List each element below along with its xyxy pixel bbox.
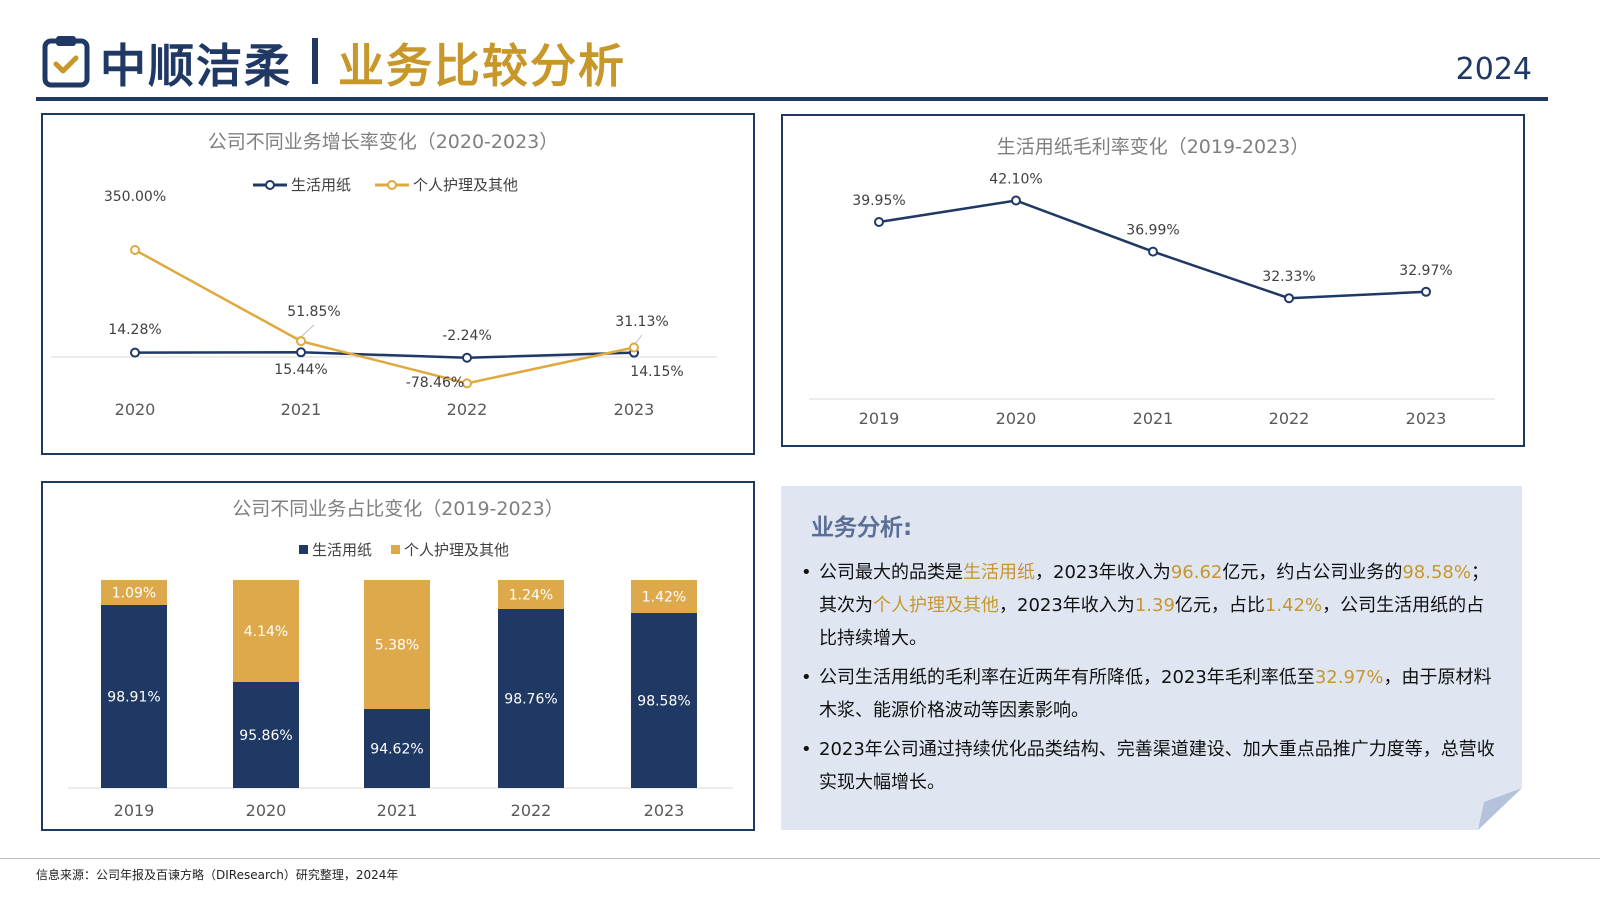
data-label: 51.85% (287, 304, 340, 320)
x-tick-label: 2020 (246, 801, 287, 820)
header-rule (36, 97, 1548, 101)
bar-label: 4.14% (244, 624, 288, 640)
x-tick-label: 2023 (614, 400, 655, 419)
legend-item-personal-care-marker (387, 180, 397, 190)
bar-segment-personal-care (498, 580, 564, 609)
data-label: 14.15% (630, 364, 683, 380)
business-share-chart: 公司不同业务占比变化（2019-2023） 生活用纸 个人护理及其他 1.09% 98.… (68, 498, 733, 820)
data-label: 36.99% (1126, 223, 1179, 239)
bar-segment-personal-care (101, 580, 167, 605)
bar-segment-living-paper (233, 682, 299, 788)
x-tick-label: 2020 (115, 400, 156, 419)
bar-segment-living-paper (101, 605, 167, 788)
bar-segment-living-paper (498, 609, 564, 788)
series-line (134, 351, 635, 360)
leader-line (300, 324, 315, 338)
x-tick-label: 2022 (447, 400, 488, 419)
legend-item-personal-care: 个人护理及其他 (413, 176, 518, 194)
data-point (296, 336, 306, 347)
legend-item-living-paper-marker (265, 180, 275, 190)
data-label: 39.95% (852, 193, 905, 209)
data-point (296, 347, 306, 358)
analysis-panel: 业务分析: 公司最大的品类是生活用纸，2023年收入为96.62亿元，约占公司业… (781, 486, 1522, 830)
bar-label: 98.91% (107, 690, 160, 706)
brand-name: 中顺洁柔 (100, 39, 292, 93)
bar-segment-personal-care (631, 580, 697, 613)
chart-title: 公司不同业务增长率变化（2020-2023） (208, 131, 559, 153)
x-tick-label: 2023 (1406, 409, 1447, 428)
legend-swatch-living-paper (299, 545, 308, 554)
clipboard-check-icon (42, 36, 90, 88)
analysis-bullet-1: 公司最大的品类是生活用纸，2023年收入为96.62亿元，约占公司业务的98.5… (801, 556, 1501, 655)
analysis-list: 公司最大的品类是生活用纸，2023年收入为96.62亿元，约占公司业务的98.5… (801, 556, 1501, 805)
data-point (874, 217, 884, 227)
data-label: 14.28% (108, 322, 161, 338)
bar-label: 94.62% (370, 742, 423, 758)
gross-margin-chart: 生活用纸毛利率变化（2019-2023） 2019 2020 2021 2022 2023… (809, 136, 1495, 428)
footer-rule (0, 858, 1600, 859)
page-title: 业务比较分析 (338, 39, 626, 93)
x-tick-label: 2019 (859, 409, 900, 428)
bar-label: 5.38% (375, 638, 419, 654)
bar-label: 98.76% (504, 692, 557, 708)
gross-margin-chart-panel: 生活用纸毛利率变化（2019-2023） 2019 2020 2021 2022 2023… (781, 114, 1525, 447)
bar-label: 95.86% (239, 728, 292, 744)
data-point (1011, 195, 1021, 206)
x-tick-label: 2022 (511, 801, 552, 820)
data-label: 32.33% (1262, 269, 1315, 285)
bar-segment-living-paper (631, 613, 697, 788)
data-label: 42.10% (989, 172, 1042, 188)
data-label: 15.44% (274, 362, 327, 378)
bar-label: 1.24% (509, 588, 553, 604)
report-year: 2024 (1455, 52, 1532, 87)
x-tick-label: 2023 (644, 801, 685, 820)
analysis-bullet-2: 公司生活用纸的毛利率在近两年有所降低，2023年毛利率低至32.97%，由于原材… (801, 661, 1501, 727)
legend-item-living-paper: 生活用纸 (312, 541, 372, 559)
x-tick-label: 2021 (377, 801, 418, 820)
data-point (130, 347, 140, 358)
chart-title: 生活用纸毛利率变化（2019-2023） (997, 136, 1310, 158)
data-label: 350.00% (104, 189, 166, 205)
bar-label: 1.09% (112, 586, 156, 602)
source-note: 信息来源：公司年报及百谏方略（DIResearch）研究整理，2024年 (36, 868, 399, 882)
bar-label: 1.42% (642, 590, 686, 606)
data-label: 31.13% (615, 314, 668, 330)
data-point (1421, 286, 1431, 297)
chart-title: 公司不同业务占比变化（2019-2023） (232, 498, 564, 520)
x-tick-label: 2021 (281, 400, 322, 419)
x-tick-label: 2020 (996, 409, 1037, 428)
title-separator (312, 38, 318, 84)
bar-segment-personal-care (364, 580, 430, 709)
analysis-title: 业务分析: (811, 515, 913, 541)
legend-item-personal-care: 个人护理及其他 (404, 541, 509, 559)
data-point (629, 342, 639, 353)
x-tick-label: 2019 (114, 801, 155, 820)
bar-label: 98.58% (637, 694, 690, 710)
data-point (462, 352, 472, 363)
legend-item-living-paper: 生活用纸 (291, 176, 351, 194)
legend-swatch-personal-care (391, 545, 400, 554)
data-point (130, 245, 140, 256)
page-curl-decoration (1478, 788, 1522, 830)
page-header: 中顺洁柔 业务比较分析 2024 (0, 0, 1600, 110)
data-point (462, 378, 472, 389)
x-tick-label: 2022 (1269, 409, 1310, 428)
series-line (134, 248, 635, 385)
bar-segment-personal-care (233, 580, 299, 682)
analysis-bullet-3: 2023年公司通过持续优化品类结构、完善渠道建设、加大重点品推广力度等，总营收实… (801, 733, 1501, 799)
bar-segment-living-paper (364, 709, 430, 788)
growth-rate-chart-panel: 公司不同业务增长率变化（2020-2023） 生活用纸 个人护理及其他 2020 202… (41, 113, 755, 455)
data-label: 32.97% (1399, 263, 1452, 279)
data-point (1284, 293, 1294, 304)
data-label: -78.46% (406, 375, 464, 391)
business-share-chart-panel: 公司不同业务占比变化（2019-2023） 生活用纸 个人护理及其他 1.09% 98.… (41, 481, 755, 831)
x-tick-label: 2021 (1133, 409, 1174, 428)
data-point (1148, 246, 1158, 257)
data-label: -2.24% (442, 328, 492, 344)
growth-rate-chart: 公司不同业务增长率变化（2020-2023） 生活用纸 个人护理及其他 2020 202… (51, 131, 717, 419)
